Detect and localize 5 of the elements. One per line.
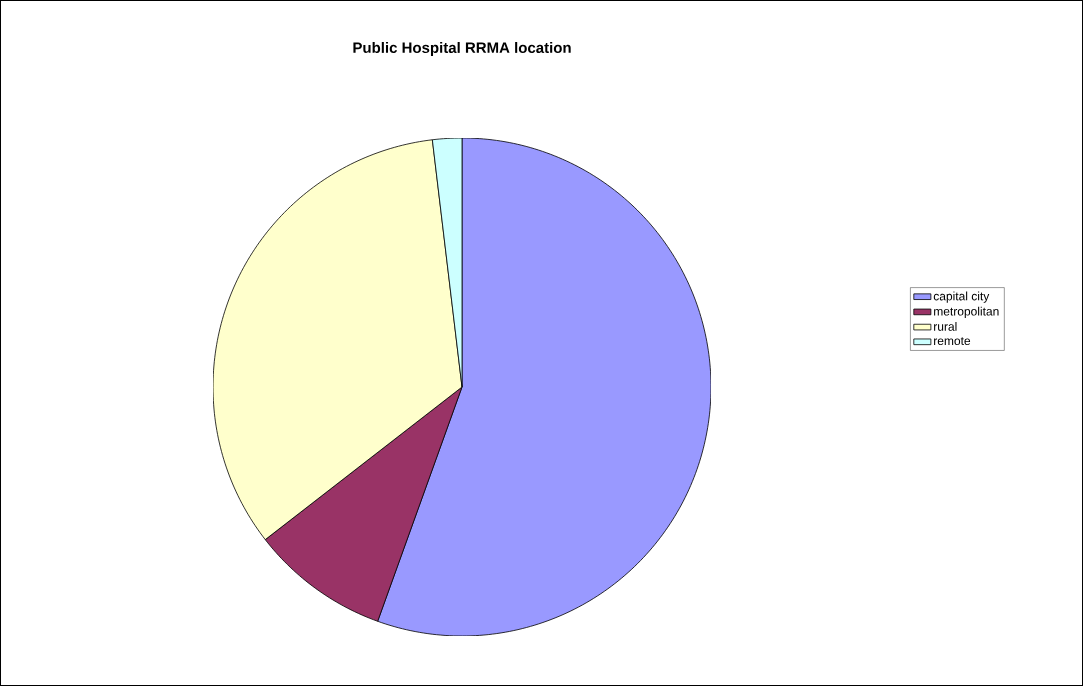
legend-label: rural bbox=[934, 322, 957, 331]
chart-title: Public Hospital RRMA location bbox=[353, 42, 571, 56]
legend-label: capital city bbox=[933, 291, 990, 303]
legend-label: metropolitan bbox=[934, 306, 999, 318]
legend-label: remote bbox=[934, 337, 971, 346]
